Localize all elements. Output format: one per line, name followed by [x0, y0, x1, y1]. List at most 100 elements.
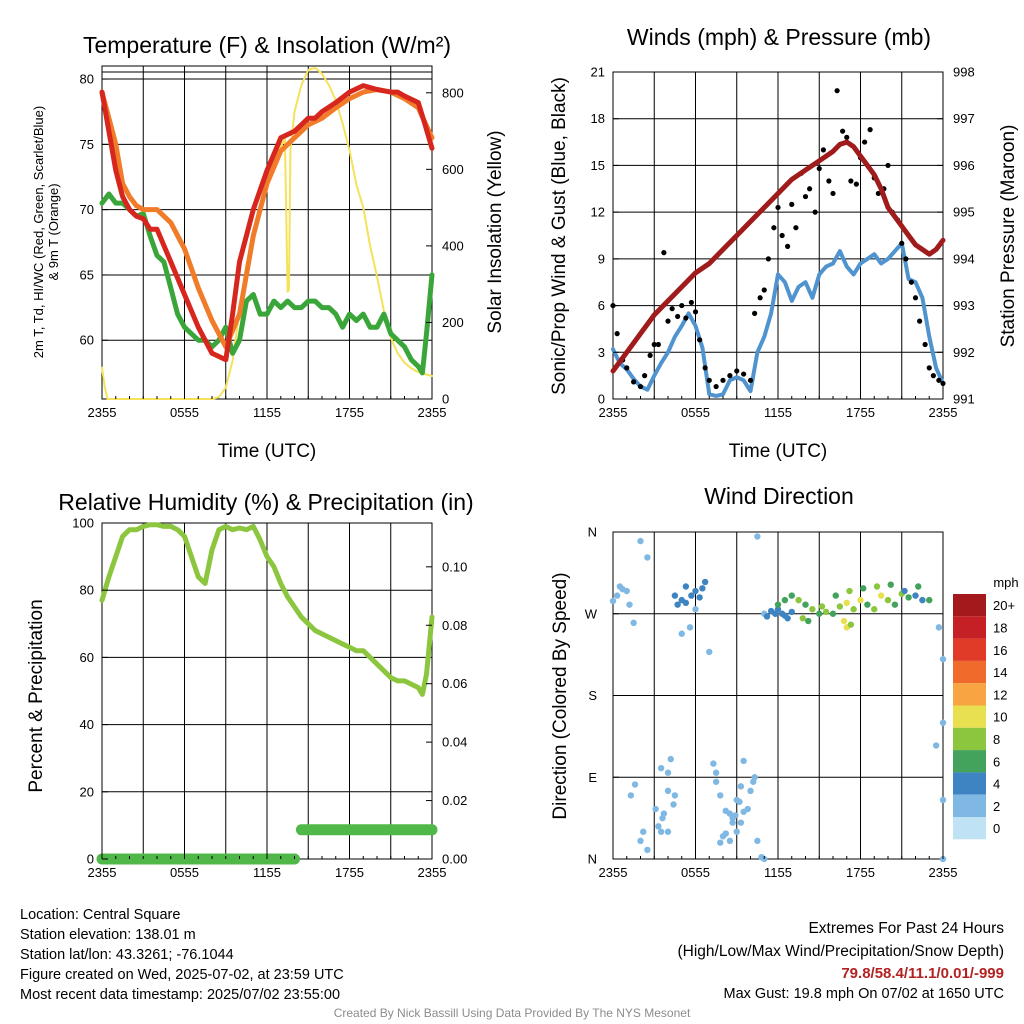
direction-point [644, 554, 651, 561]
gust-point [834, 88, 840, 94]
direction-point [644, 846, 651, 854]
x-tick-label: 1755 [335, 865, 364, 880]
gust-point [936, 377, 942, 383]
dewpoint-line [99, 191, 435, 376]
direction-point [781, 596, 789, 604]
gust-point [785, 243, 791, 249]
direction-point [939, 655, 947, 663]
direction-point [784, 615, 791, 622]
y2-tick-label: 991 [953, 392, 975, 407]
y2-tick-label: 993 [953, 298, 975, 313]
gust-point [747, 377, 754, 383]
y2-tick-label: 998 [953, 65, 975, 80]
x-tick-label: 2355 [88, 865, 117, 880]
winds-title: Winds (mph) & Pressure (mb) [627, 24, 931, 50]
temperature-ylabel-right: Solar Insolation (Yellow) [485, 130, 506, 333]
gust-point [761, 287, 767, 293]
colorbar-label: 18 [993, 620, 1007, 635]
colorbar-label: 20+ [993, 598, 1015, 613]
gust-point [765, 256, 771, 262]
y-tick-label: 40 [80, 717, 94, 732]
direction-point [609, 597, 617, 605]
direction-point [664, 769, 672, 776]
gust-point [683, 315, 689, 321]
direction-point [750, 778, 757, 785]
y2-tick-label: 0.08 [442, 618, 467, 633]
winds-panel: Winds (mph) & Pressure (mb) 2355 0555 1155… [549, 24, 1019, 462]
direction-point [699, 585, 706, 592]
direction-point [829, 610, 837, 617]
direction-point [671, 592, 679, 599]
direction-point [664, 787, 672, 795]
direction-point [678, 630, 685, 637]
direction-point [736, 798, 743, 805]
extremes-block: Extremes For Past 24 Hours (High/Low/Max… [678, 918, 1005, 1004]
direction-point [670, 801, 677, 808]
gust-point [820, 147, 826, 153]
gust-point [757, 295, 763, 301]
gust-point [793, 225, 799, 231]
gust-point [713, 383, 719, 390]
direction-point [805, 617, 812, 625]
direction-point [631, 781, 639, 788]
direction-point [884, 596, 892, 604]
humidity-grid [102, 522, 432, 859]
direction-point [710, 760, 717, 767]
direction-point [774, 606, 782, 613]
station-info: Location: Central Square Station elevati… [20, 905, 344, 1005]
direction-point [822, 608, 830, 616]
y2-tick-label: 600 [442, 162, 464, 177]
gust-point [771, 225, 777, 231]
y2-tick-label: 0 [442, 392, 449, 407]
direction-point [905, 594, 912, 601]
direction-point [640, 828, 647, 835]
direction-point [887, 581, 894, 588]
direction-point [939, 796, 947, 804]
y2-tick-label: 0.02 [442, 793, 467, 808]
winds-ylabel: Sonic/Prop Wind & Gust (Blue, Black) [549, 77, 570, 395]
direction-grid [613, 532, 943, 859]
temperature-9m-line [99, 87, 435, 350]
colorbar-label: 8 [993, 732, 1000, 747]
winds-ylabel-right: Station Pressure (Maroon) [998, 125, 1019, 348]
direction-point [754, 533, 761, 540]
direction-point [836, 603, 844, 610]
gust-point [727, 373, 733, 379]
y-tick-label: 3 [598, 345, 605, 360]
gust-point [741, 371, 747, 377]
gust-point [752, 310, 758, 316]
x-tick-label: 0555 [170, 405, 199, 420]
direction-point [871, 606, 878, 613]
colorbar-swatch [953, 772, 986, 795]
y2-tick-label: 800 [442, 85, 464, 100]
direction-point [850, 606, 857, 613]
colorbar-label: 4 [993, 777, 1000, 792]
direction-point [613, 592, 621, 599]
y-tick-label: 75 [80, 137, 94, 152]
direction-point [717, 792, 724, 799]
direction-point [626, 601, 633, 608]
gust-point [844, 134, 850, 140]
direction-point [688, 592, 695, 599]
y-tick-label: 9 [598, 251, 605, 266]
gust-point [816, 165, 822, 172]
y2-tick-label: 400 [442, 238, 464, 253]
winds-grid [613, 72, 943, 399]
y2-tick-label: 0.04 [442, 735, 467, 750]
winds-ticks: 2355 0555 1155 1755 235503691215182199199299… [591, 65, 975, 421]
direction-point [891, 601, 899, 608]
x-tick-label: 0555 [681, 405, 710, 420]
direction-point [799, 615, 806, 622]
colorbar-label: 16 [993, 643, 1007, 658]
gust-point [930, 373, 936, 379]
direction-point [860, 585, 867, 592]
extremes-values: 79.8/58.4/11.1/0.01/-999 [841, 965, 1004, 982]
gust-point [692, 309, 699, 315]
x-tick-label: 0555 [170, 865, 199, 880]
temperature-ylabel-line2: & 9m T (Orange) [46, 183, 61, 280]
direction-point [816, 610, 823, 617]
y2-tick-label: 994 [953, 251, 975, 266]
station-latlon: Station lat/lon: 43.3261; -76.1044 [20, 947, 234, 963]
direction-point [664, 828, 672, 835]
